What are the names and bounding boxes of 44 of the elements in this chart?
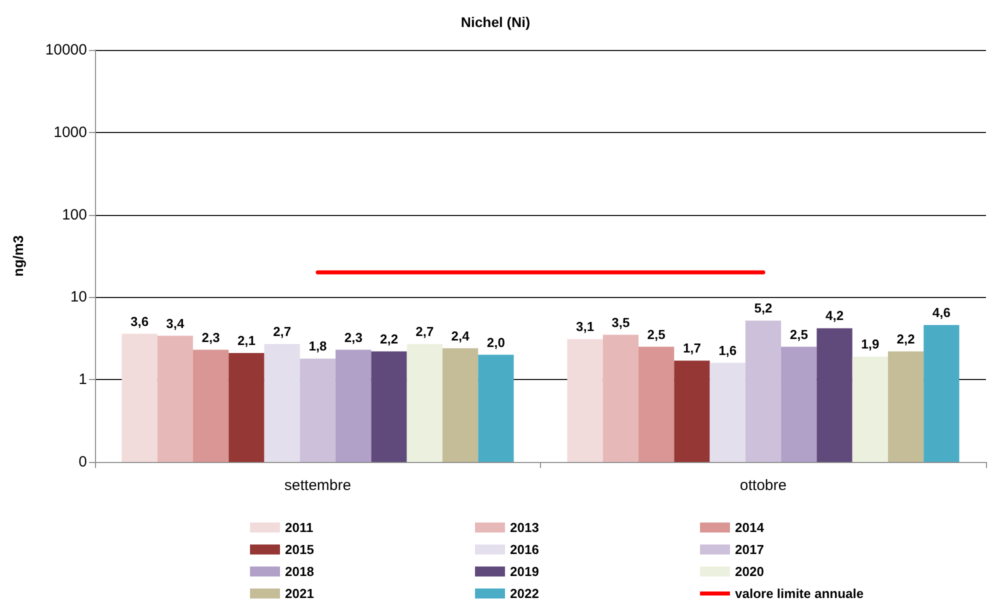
y-tick-label: 0 [78, 454, 87, 470]
y-tick-label: 1000 [54, 124, 87, 141]
data-label: 2,1 [237, 333, 256, 348]
legend-label: 2017 [735, 542, 764, 557]
data-label: 2,2 [896, 331, 915, 346]
legend-label: 2018 [285, 564, 314, 579]
data-label: 2,3 [344, 330, 362, 345]
legend-label: 2020 [735, 564, 764, 579]
y-tick-label: 10 [70, 288, 87, 306]
data-label: 3,4 [166, 316, 185, 331]
data-label: 2,3 [202, 330, 220, 345]
data-label: 1,9 [861, 336, 880, 352]
legend-label: 2014 [735, 520, 765, 535]
y-axis-title: ng/m3 [10, 235, 26, 277]
data-label: 1,8 [308, 338, 327, 354]
legend-label: 2021 [285, 586, 314, 601]
data-label: 2,4 [451, 328, 470, 344]
legend-label: 2011 [285, 520, 314, 535]
data-label: 2,7 [273, 324, 292, 340]
legend-label: 2016 [510, 542, 539, 557]
data-label: 2,5 [790, 326, 808, 342]
data-label: 2,5 [647, 326, 666, 342]
legend-label: 2015 [285, 542, 314, 557]
y-tick-label: 10000 [45, 42, 87, 58]
data-label: 2,7 [416, 324, 434, 340]
data-label: 3,6 [130, 314, 149, 329]
legend-label: 2022 [510, 586, 539, 601]
data-label: 4,2 [825, 308, 844, 324]
data-label: 1,6 [718, 342, 737, 358]
x-tick-label: settembre [284, 477, 352, 494]
data-label: 5,2 [754, 300, 772, 316]
data-label: 4,6 [932, 304, 950, 320]
y-tick-label: 1 [78, 371, 87, 388]
data-label: 3,5 [612, 314, 630, 330]
x-tick-label: ottobre [740, 477, 787, 494]
legend-label: 2019 [510, 564, 539, 579]
legend-label: 2013 [510, 520, 539, 535]
data-label: 2,2 [380, 331, 398, 346]
data-label: 2,0 [486, 334, 505, 350]
data-label: 1,7 [682, 340, 702, 356]
data-label: 3,1 [576, 319, 594, 334]
y-tick-label: 100 [62, 206, 87, 224]
chart-title: Nichel (Ni) [460, 14, 530, 30]
legend-label: valore limite annuale [735, 586, 864, 601]
